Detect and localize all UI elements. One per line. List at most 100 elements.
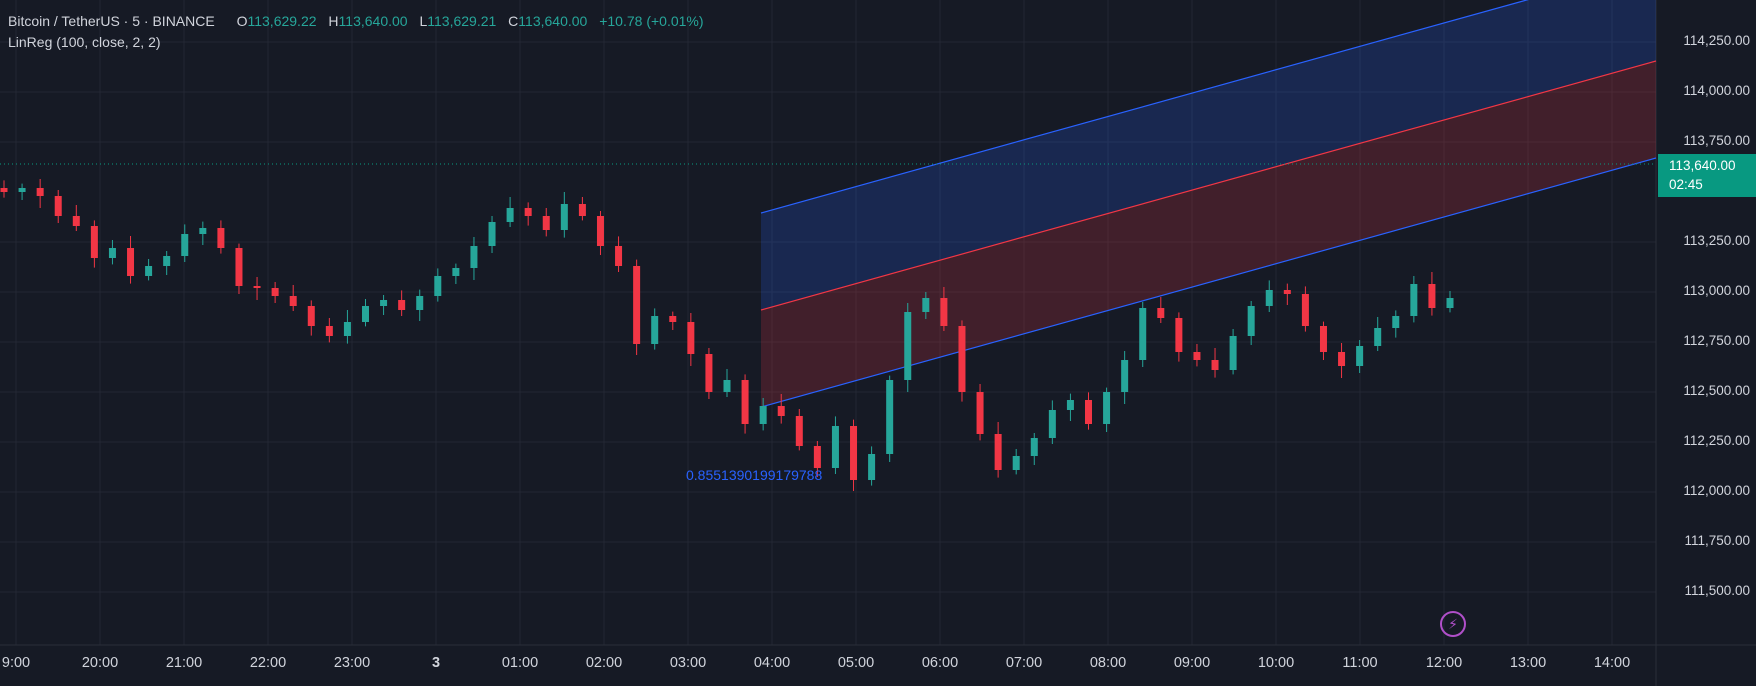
candle-body[interactable] — [271, 288, 279, 296]
candle-body[interactable] — [1410, 284, 1418, 316]
candle-body[interactable] — [1392, 316, 1400, 328]
candle-body[interactable] — [850, 426, 858, 480]
candle-body[interactable] — [723, 380, 731, 392]
time-axis-label: 12:00 — [1425, 655, 1463, 671]
candle-body[interactable] — [759, 406, 767, 424]
candle-body[interactable] — [795, 416, 803, 446]
price-axis-label: 113,250.00 — [1683, 233, 1750, 248]
time-axis-label: 14:00 — [1593, 655, 1631, 671]
candle-body[interactable] — [1012, 456, 1020, 470]
linreg-upper-fill — [761, 0, 1656, 310]
candle-body[interactable] — [705, 354, 713, 392]
linreg-upper-line[interactable] — [760, 0, 1656, 214]
candle-body[interactable] — [72, 216, 80, 226]
candle-body[interactable] — [325, 326, 333, 336]
price-axis-label: 113,750.00 — [1683, 133, 1750, 148]
candle-body[interactable] — [1085, 400, 1092, 424]
candle-body[interactable] — [687, 322, 695, 354]
candle-body[interactable] — [1229, 336, 1237, 370]
candle-body[interactable] — [18, 188, 26, 192]
candle-body[interactable] — [127, 248, 135, 276]
candle-body[interactable] — [1319, 326, 1327, 352]
candle-body[interactable] — [1139, 308, 1147, 360]
indicator-title[interactable]: LinReg (100, close, 2, 2) — [8, 34, 161, 50]
candle-body[interactable] — [615, 246, 623, 266]
linreg-mid-line[interactable] — [760, 60, 1657, 311]
candle-body[interactable] — [289, 296, 297, 306]
candle-body[interactable] — [958, 326, 966, 392]
candle-body[interactable] — [1247, 306, 1255, 336]
candle-body[interactable] — [181, 234, 189, 256]
candle-body[interactable] — [54, 196, 62, 216]
candle-body[interactable] — [1211, 360, 1219, 370]
candle-body[interactable] — [1193, 352, 1201, 360]
candle-body[interactable] — [940, 298, 948, 326]
candle-body[interactable] — [416, 296, 424, 310]
price-axis-label: 114,000.00 — [1683, 83, 1750, 98]
candle-body[interactable] — [1374, 328, 1382, 346]
candle-body[interactable] — [886, 380, 894, 454]
current-price-tag: 113,640.00 02:45 — [1658, 154, 1756, 197]
candle-body[interactable] — [470, 246, 478, 268]
price-axis-label: 114,250.00 — [1683, 33, 1750, 48]
candle-body[interactable] — [868, 454, 876, 480]
candle-body[interactable] — [994, 434, 1002, 470]
candle-body[interactable] — [1446, 298, 1454, 308]
candle-body[interactable] — [669, 316, 677, 322]
candle-body[interactable] — [343, 322, 351, 336]
candle-body[interactable] — [253, 286, 261, 288]
candle-body[interactable] — [235, 248, 243, 286]
candle-body[interactable] — [1157, 308, 1165, 318]
candle-body[interactable] — [1175, 318, 1183, 352]
candle-body[interactable] — [199, 228, 207, 234]
candle-body[interactable] — [1103, 392, 1111, 424]
candle-body[interactable] — [831, 426, 839, 468]
time-axis-label: 9:00 — [1, 655, 31, 671]
candle-body[interactable] — [90, 226, 98, 258]
candle-body[interactable] — [452, 268, 460, 276]
candle-body[interactable] — [1428, 284, 1436, 308]
candle-body[interactable] — [488, 222, 496, 246]
candle-body[interactable] — [633, 266, 641, 344]
candle-body[interactable] — [1356, 346, 1364, 366]
candle-body[interactable] — [1338, 352, 1346, 366]
candle-body[interactable] — [904, 312, 912, 380]
candle-body[interactable] — [362, 306, 369, 322]
lightning-bolt-icon[interactable]: ⚡ — [1440, 611, 1466, 637]
candle-body[interactable] — [596, 216, 604, 246]
time-axis-label: 11:00 — [1342, 655, 1378, 671]
candle-body[interactable] — [163, 256, 171, 266]
candle-body[interactable] — [217, 228, 225, 248]
candle-body[interactable] — [813, 446, 821, 468]
candle-body[interactable] — [506, 208, 514, 222]
candle-body[interactable] — [1301, 294, 1309, 326]
candle-body[interactable] — [108, 248, 116, 258]
candle-body[interactable] — [578, 204, 586, 216]
candle-body[interactable] — [651, 316, 659, 344]
candle-body[interactable] — [307, 306, 315, 326]
candle-body[interactable] — [145, 266, 153, 276]
time-axis-label: 06:00 — [921, 655, 959, 671]
chart-legend: Bitcoin / TetherUS · 5 · BINANCE O113,62… — [8, 11, 704, 53]
candle-body[interactable] — [1048, 410, 1056, 438]
candle-body[interactable] — [380, 300, 388, 306]
candle-body[interactable] — [1066, 400, 1074, 410]
candle-body[interactable] — [36, 188, 44, 196]
candle-body[interactable] — [1283, 290, 1291, 294]
candle-body[interactable] — [777, 406, 785, 416]
candle-body[interactable] — [398, 300, 406, 310]
candle-body[interactable] — [1265, 290, 1273, 306]
candle-body[interactable] — [560, 204, 568, 230]
candle-body[interactable] — [976, 392, 984, 434]
candle-body[interactable] — [741, 380, 749, 424]
candle-body[interactable] — [1030, 438, 1038, 456]
candle-body[interactable] — [922, 298, 930, 312]
candle-body[interactable] — [1121, 360, 1129, 392]
candle-body[interactable] — [542, 216, 550, 230]
candle-body[interactable] — [524, 208, 532, 216]
symbol-title[interactable]: Bitcoin / TetherUS · 5 · BINANCE — [8, 13, 215, 29]
candle-body[interactable] — [434, 276, 442, 296]
candle-body[interactable] — [0, 188, 8, 192]
